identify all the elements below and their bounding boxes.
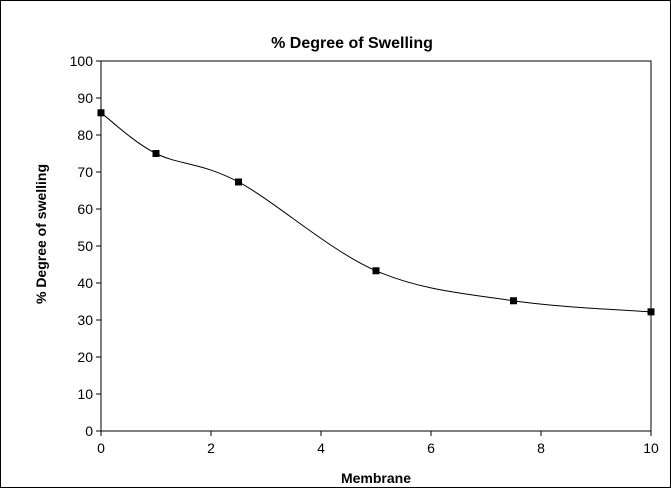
y-tick-label-50: 50 xyxy=(77,238,93,254)
data-point-0-1 xyxy=(152,150,160,157)
x-tick-label-2: 2 xyxy=(207,440,215,456)
data-point-0-0 xyxy=(97,109,105,117)
x-tick-label-10: 10 xyxy=(643,440,659,456)
y-tick-label-70: 70 xyxy=(77,164,93,180)
y-tick-label-80: 80 xyxy=(77,127,93,143)
y-tick-label-60: 60 xyxy=(77,201,93,217)
data-point-0-4 xyxy=(510,297,517,305)
y-axis-label: % Degree of swelling xyxy=(33,164,49,304)
data-point-0-5 xyxy=(647,308,655,316)
plot-area: 0 10 20 30 40 50 60 70 80 90 100 0 2 4 6 8 10 xyxy=(70,53,659,456)
y-tick-label-0: 0 xyxy=(85,423,93,439)
data-point-0-3 xyxy=(372,267,380,275)
y-tick-label-100: 100 xyxy=(70,53,94,69)
series-line-0 xyxy=(100,112,652,313)
x-axis-label: Membrane xyxy=(341,470,411,486)
y-tick-label-20: 20 xyxy=(77,349,93,365)
chart-title: % Degree of Swelling xyxy=(271,35,433,52)
y-tick-label-30: 30 xyxy=(77,312,93,328)
plot-border xyxy=(100,60,652,432)
x-tick-label-6: 6 xyxy=(427,440,435,456)
data-point-0-2 xyxy=(235,178,242,186)
y-tick-label-90: 90 xyxy=(77,90,93,106)
y-tick-label-10: 10 xyxy=(77,386,93,402)
y-tick-label-40: 40 xyxy=(77,275,93,291)
x-tick-label-4: 4 xyxy=(317,440,325,456)
x-tick-label-0: 0 xyxy=(97,440,105,456)
x-tick-label-8: 8 xyxy=(537,440,545,456)
